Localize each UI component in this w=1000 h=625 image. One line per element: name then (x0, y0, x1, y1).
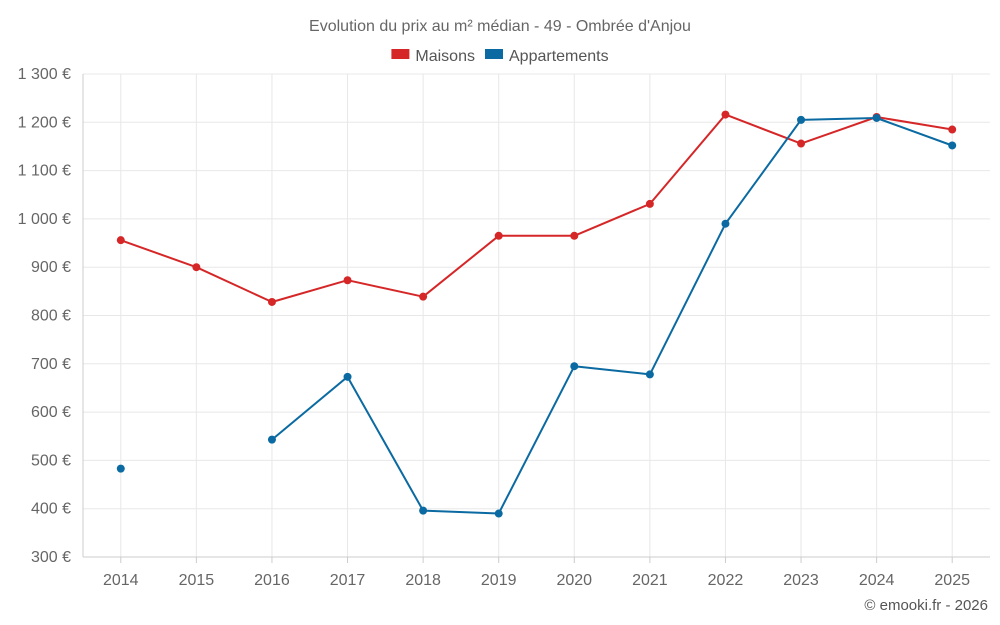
data-point-maisons[interactable] (419, 292, 428, 301)
x-tick-label: 2017 (330, 572, 366, 589)
data-point-maisons[interactable] (948, 125, 957, 134)
x-tick-label: 2021 (632, 572, 668, 589)
data-point-appartements[interactable] (267, 435, 276, 444)
legend[interactable]: Maisons Appartements (391, 48, 609, 65)
y-tick-label: 700 € (31, 356, 71, 373)
data-point-maisons[interactable] (797, 139, 806, 148)
y-tick-label: 800 € (31, 308, 71, 325)
data-point-maisons[interactable] (570, 231, 579, 240)
data-point-appartements[interactable] (872, 113, 881, 122)
series-line-appartements (271, 117, 953, 515)
data-point-maisons[interactable] (192, 263, 201, 272)
data-point-maisons[interactable] (645, 199, 654, 208)
data-point-appartements[interactable] (721, 219, 730, 228)
data-point-appartements[interactable] (570, 362, 579, 371)
series-layer (116, 110, 957, 518)
y-tick-label: 300 € (31, 549, 71, 566)
y-tick-label: 1 300 € (18, 66, 71, 83)
data-point-appartements[interactable] (645, 370, 654, 379)
y-tick-label: 900 € (31, 259, 71, 276)
x-tick-label: 2019 (481, 572, 517, 589)
y-tick-label: 1 200 € (18, 114, 71, 131)
y-tick-label: 500 € (31, 452, 71, 469)
x-tick-label: 2016 (254, 572, 290, 589)
x-tick-label: 2023 (783, 572, 819, 589)
y-tick-label: 400 € (31, 501, 71, 518)
x-tick-label: 2015 (179, 572, 215, 589)
legend-swatch (485, 49, 503, 59)
legend-item-maisons[interactable]: Maisons (391, 48, 475, 65)
x-tick-label: 2025 (934, 572, 970, 589)
x-tick-label: 2022 (708, 572, 744, 589)
series-maisons (116, 110, 957, 306)
grid (83, 73, 990, 557)
y-tick-label: 1 000 € (18, 211, 71, 228)
data-point-appartements[interactable] (948, 141, 957, 150)
data-point-maisons[interactable] (116, 236, 125, 245)
x-tick-label: 2020 (556, 572, 592, 589)
x-tick-label: 2018 (405, 572, 441, 589)
x-tick-label: 2014 (103, 572, 139, 589)
axes: 300 € 400 € 500 € 600 € 700 € 800 € 900 € 1 000… (18, 66, 990, 589)
data-point-appartements[interactable] (116, 464, 125, 473)
data-point-appartements[interactable] (419, 506, 428, 515)
legend-label: Maisons (415, 48, 475, 65)
legend-item-appartements[interactable]: Appartements (485, 48, 609, 65)
credit-text: © emooki.fr - 2026 (864, 597, 988, 614)
legend-swatch (391, 49, 410, 59)
data-point-maisons[interactable] (721, 110, 730, 119)
x-tick-label: 2024 (859, 572, 895, 589)
data-point-appartements[interactable] (494, 509, 503, 518)
legend-label: Appartements (509, 48, 609, 65)
data-point-maisons[interactable] (494, 231, 503, 240)
data-point-appartements[interactable] (343, 372, 352, 381)
series-appartements (116, 113, 957, 518)
data-point-maisons[interactable] (343, 276, 352, 285)
data-point-maisons[interactable] (267, 297, 276, 306)
data-point-appartements[interactable] (797, 115, 806, 124)
y-tick-label: 600 € (31, 404, 71, 421)
y-tick-label: 1 100 € (18, 163, 71, 180)
chart-title: Evolution du prix au m² médian - 49 - Om… (309, 18, 691, 35)
series-line-maisons (120, 113, 953, 303)
